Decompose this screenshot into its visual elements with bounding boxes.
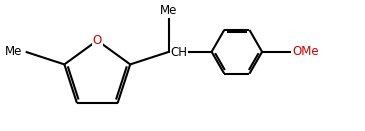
Text: Me: Me (160, 4, 178, 17)
Text: O: O (93, 34, 102, 47)
Text: OMe: OMe (292, 45, 319, 58)
Text: CH: CH (171, 47, 188, 59)
Text: Me: Me (5, 45, 22, 58)
